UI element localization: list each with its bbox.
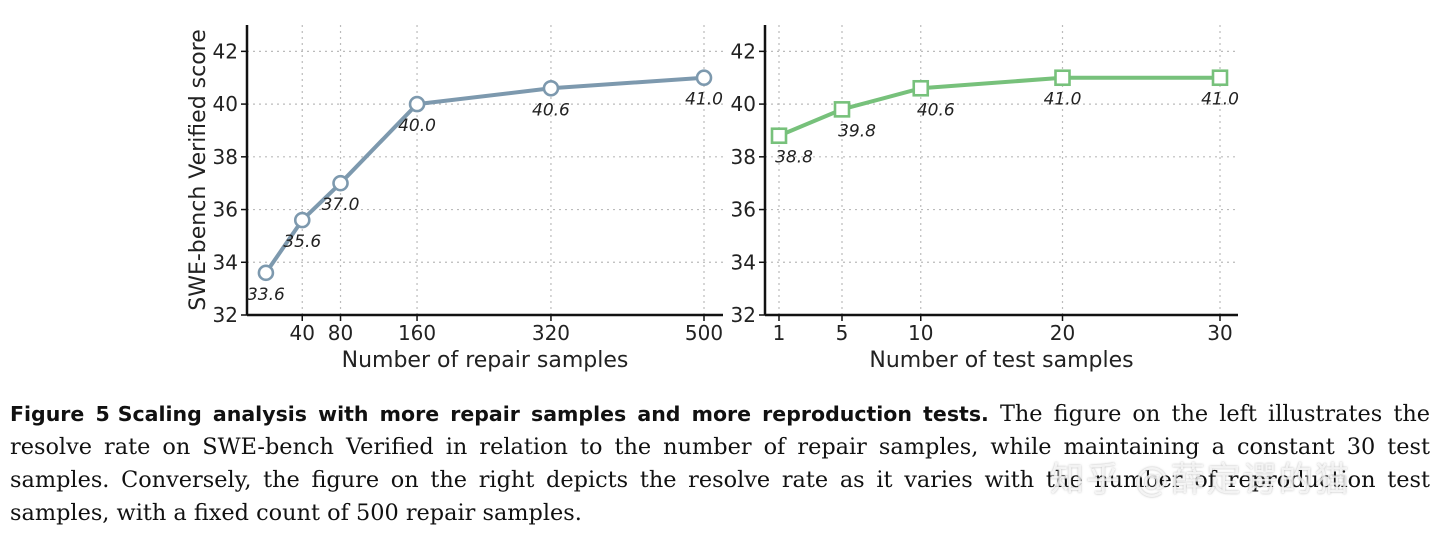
chart1-point [408, 95, 426, 113]
figure-caption: Figure 5 Scaling analysis with more repai… [10, 398, 1430, 530]
chart2-xtick-label: 10 [908, 321, 933, 345]
chart1-xtick-label: 80 [328, 321, 353, 345]
chart1-ytick-label: 38 [213, 145, 238, 169]
chart2-ytick-label: 40 [731, 92, 756, 116]
chart1-data-label: 35.6 [283, 232, 321, 252]
chart2-point [833, 101, 851, 118]
chart2-point [1054, 69, 1071, 87]
chart2-ytick-label: 38 [731, 145, 756, 169]
chart1-data-label: 40.6 [532, 100, 570, 120]
chart1-xtick-label: 500 [685, 321, 723, 345]
chart2-ytick-label: 42 [731, 39, 756, 63]
chart2-ytick-label: 34 [731, 250, 756, 274]
chart2-ytick-label: 36 [731, 198, 756, 222]
chart1-data-label: 37.0 [322, 195, 360, 215]
chart1-ytick-label: 32 [213, 303, 238, 327]
chart2-data-label: 40.6 [917, 100, 955, 120]
chart2-ytick-label: 32 [731, 303, 756, 327]
chart1-ytick-label: 36 [213, 198, 238, 222]
chart1-xtick-label: 160 [398, 321, 436, 345]
figure-charts: 32 34 36 38 40 42 40 80 160 320 500 Number of repai… [186, 25, 1239, 373]
chart1-data-label: 41.0 [685, 90, 723, 110]
chart1-series-line [264, 75, 705, 274]
watermark: 知乎 @薛定谔的猫 [1050, 460, 1351, 500]
chart2-xtick-label: 1 [773, 321, 786, 345]
chart2-point [1211, 69, 1229, 87]
chart2-xtick-label: 5 [836, 321, 849, 345]
chart1-data-label: 33.6 [247, 285, 285, 305]
chart2-data-label: 39.8 [838, 121, 876, 141]
chart2-point [912, 79, 930, 97]
chart1-point [257, 264, 275, 282]
chart-svg: 32 34 36 38 40 42 40 80 160 320 500 Number of repai… [186, 25, 1239, 373]
chart2-xtick-label: 30 [1207, 321, 1232, 345]
chart2-data-label: 41.0 [1201, 90, 1239, 110]
chart1-data-label: 40.0 [398, 116, 436, 136]
chart1-ylabel: SWE-bench Verified score [186, 29, 211, 311]
chart2-point [770, 127, 788, 145]
chart1-ytick-label: 40 [213, 92, 238, 116]
chart2-xlabel: Number of test samples [869, 348, 1133, 373]
chart1-point [293, 211, 311, 229]
chart1-point [332, 174, 349, 192]
chart2-data-label: 38.8 [775, 148, 813, 168]
chart2-data-label: 41.0 [1044, 90, 1082, 110]
chart1-xtick-label: 40 [290, 321, 315, 345]
chart1-ytick-label: 42 [213, 39, 238, 63]
chart1-point [542, 79, 560, 97]
chart1-xtick-label: 320 [532, 321, 570, 345]
chart1-xlabel: Number of repair samples [342, 348, 629, 373]
chart1-point [695, 69, 713, 87]
caption-text: The figure on the left illustrates the r… [10, 401, 1431, 526]
caption-title: Scaling analysis with more repair sample… [117, 402, 989, 426]
chart1-ytick-label: 34 [213, 250, 238, 274]
chart2-xtick-label: 20 [1050, 321, 1075, 345]
caption-figure-label: Figure 5 [10, 402, 110, 426]
